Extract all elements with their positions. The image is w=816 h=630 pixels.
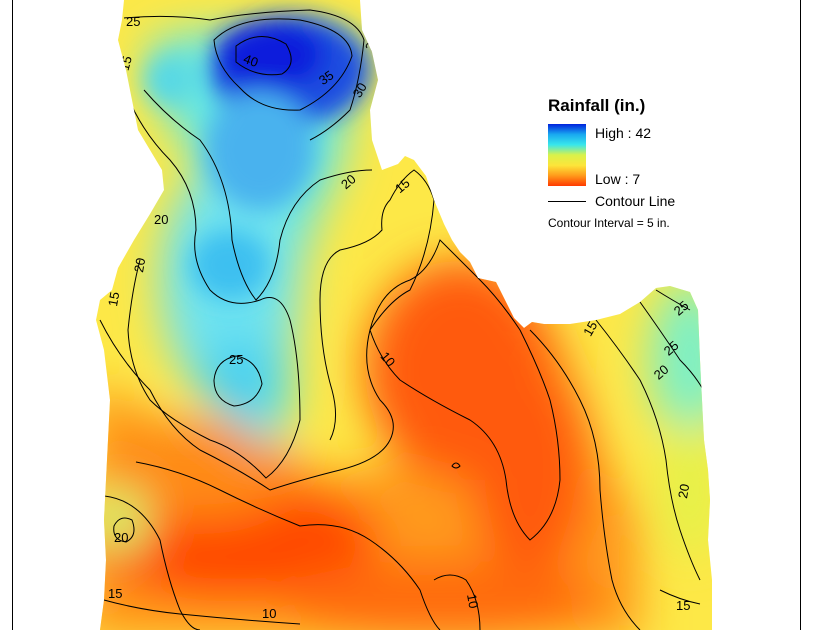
contour-label: 25 [126, 14, 140, 29]
color-ramp [548, 124, 586, 186]
contour-label: 30 [350, 80, 370, 100]
map-legend: Rainfall (in.) High : 42 Low : 7 Contour… [548, 96, 748, 230]
legend-contour-label: Contour Line [595, 193, 676, 209]
rainfall-surface: 25 15 40 35 30 25 20 15 20 20 15 25 10 1… [96, 0, 712, 630]
contour-label: 20 [131, 257, 148, 274]
legend-ramp-row: High : 42 Low : 7 [548, 124, 748, 188]
contour-label: 35 [316, 67, 336, 88]
contour-label: 15 [580, 319, 600, 339]
contour-label: 20 [154, 212, 168, 227]
contour-label: 10 [464, 593, 481, 610]
legend-low-label: Low : 7 [595, 171, 641, 187]
contour-label: 20 [675, 483, 692, 500]
legend-contour-row: Contour Line [548, 190, 748, 212]
contour-label: 15 [105, 291, 122, 308]
contour-line-sample [548, 201, 586, 202]
legend-title: Rainfall (in.) [548, 96, 646, 115]
contour-label: 15 [676, 598, 690, 613]
contour-label: 40 [242, 51, 261, 70]
contour-label: 20 [114, 530, 128, 545]
legend-high-label: High : 42 [595, 125, 652, 141]
contour-label: 15 [108, 586, 122, 601]
contour-label: 10 [262, 606, 276, 621]
contour-label: 25 [229, 352, 243, 367]
legend-interval: Contour Interval = 5 in. [548, 216, 670, 230]
